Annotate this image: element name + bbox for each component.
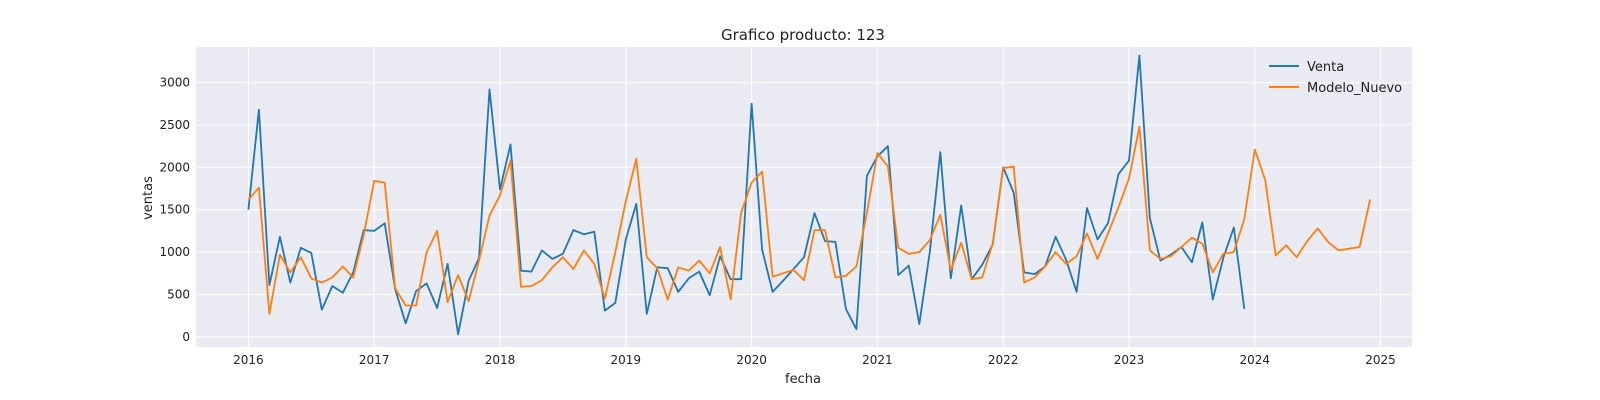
x-axis-label: fecha: [785, 372, 821, 387]
x-tick-label: 2019: [611, 353, 642, 367]
x-tick-label: 2020: [736, 353, 767, 367]
y-tick-label: 2500: [159, 118, 190, 132]
x-tick-label: 2025: [1365, 353, 1396, 367]
y-axis-label: ventas: [141, 176, 156, 220]
x-tick-label: 2018: [485, 353, 516, 367]
y-tick-label: 500: [167, 287, 190, 301]
y-axis-ticks: 0 500 1000 1500 2000 2500 3000: [159, 76, 190, 344]
chart-title: Grafico producto: 123: [721, 26, 885, 44]
legend: Venta Modelo_Nuevo: [1269, 60, 1402, 96]
legend-label: Modelo_Nuevo: [1307, 81, 1402, 96]
x-axis-ticks: 2016 2017 2018 2019 2020 2021 2022 2023 2024 2025: [233, 353, 1396, 367]
series-line-venta: [247, 54, 1246, 336]
x-tick-label: 2016: [233, 353, 264, 367]
x-tick-label: 2017: [359, 353, 390, 367]
y-tick-label: 3000: [159, 76, 190, 90]
series-lines: [247, 54, 1371, 336]
x-tick-label: 2024: [1239, 353, 1270, 367]
grid: [196, 47, 1412, 347]
legend-label: Venta: [1307, 60, 1344, 75]
x-tick-label: 2021: [862, 353, 893, 367]
y-tick-label: 1000: [159, 245, 190, 259]
y-tick-label: 1500: [159, 203, 190, 217]
series-line-modelo-nuevo: [247, 125, 1371, 315]
y-tick-label: 0: [182, 330, 190, 344]
y-tick-label: 2000: [159, 160, 190, 174]
plot-area: [196, 47, 1412, 347]
x-tick-label: 2023: [1114, 353, 1145, 367]
x-tick-label: 2022: [988, 353, 1019, 367]
